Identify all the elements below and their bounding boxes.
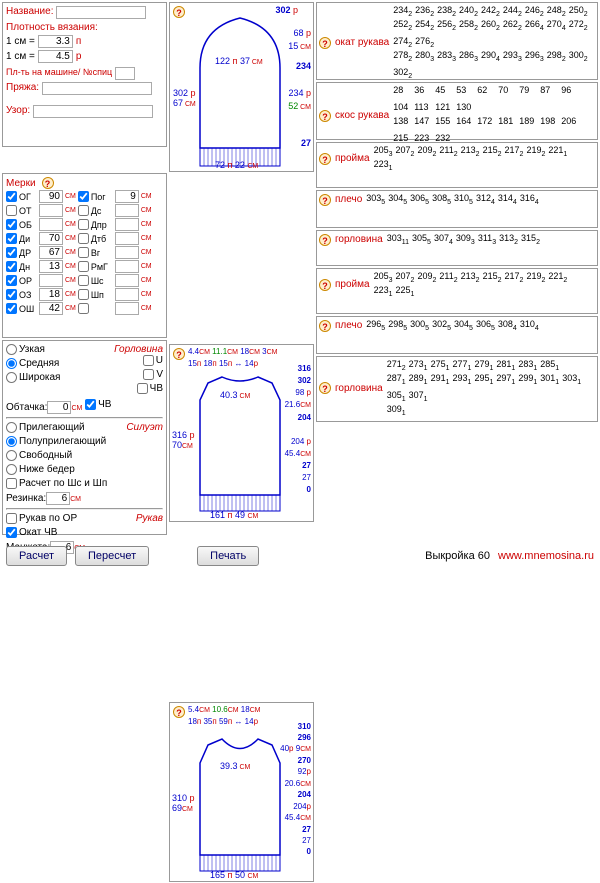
merki-val[interactable] [39, 274, 63, 287]
merki-val2[interactable] [115, 232, 139, 245]
rez-input[interactable] [46, 492, 70, 505]
merki-chk2[interactable] [78, 219, 89, 230]
neck-radio[interactable] [6, 358, 17, 369]
merki-chk[interactable] [6, 233, 17, 244]
merki-val2[interactable] [115, 274, 139, 287]
neck-radio[interactable] [6, 344, 17, 355]
table-title: окат рукава [335, 37, 389, 48]
merki-chk[interactable] [6, 261, 17, 272]
sleeve-diagram: ? 302 р 122 п 37 СМ 68 р 15 СМ 234 234 р… [169, 2, 314, 172]
back-diagram: ? 4.4СМ 11.1СМ 18СМ 3СМ 15п 18п 15п ↔ 14… [169, 344, 314, 522]
print-button[interactable]: Печать [197, 546, 259, 566]
merki-val2[interactable] [115, 204, 139, 217]
help-icon[interactable]: ? [319, 194, 331, 206]
merki-val2[interactable] [115, 190, 139, 203]
density-label: Плотность вязания: [6, 22, 163, 33]
sil-radio[interactable] [6, 436, 17, 447]
calc-button[interactable]: Расчет [6, 546, 67, 566]
merki-chk2[interactable] [78, 191, 89, 202]
merki-val2[interactable] [115, 246, 139, 259]
cm1-label: 1 см = [6, 36, 35, 47]
merki-chk[interactable] [6, 219, 17, 230]
front-diagram: ? 5.4СМ 10.6СМ 18СМ 18п 35п 59п ↔ 14р 39… [169, 702, 314, 882]
help-icon[interactable]: ? [319, 320, 331, 332]
help-icon[interactable]: ? [319, 110, 331, 122]
table-title: пройма [335, 153, 370, 164]
merki-chk[interactable] [6, 205, 17, 216]
help-icon[interactable]: ? [319, 153, 331, 165]
table-title: плечо [335, 320, 362, 331]
merki-chk2[interactable] [78, 205, 89, 216]
neck-type[interactable] [137, 383, 148, 394]
neck-type[interactable] [143, 355, 154, 366]
recalc-button[interactable]: Пересчет [75, 546, 149, 566]
merki-title: Мерки [6, 178, 36, 189]
merki-chk[interactable] [6, 191, 17, 202]
version: Выкройка 60 [425, 550, 490, 562]
merki-val[interactable] [39, 190, 63, 203]
merki-chk[interactable] [6, 275, 17, 286]
pattern-input[interactable] [33, 105, 153, 118]
yarn-input[interactable] [42, 82, 152, 95]
machine-input[interactable] [115, 67, 135, 80]
okat-chk[interactable] [6, 527, 17, 538]
chv-chk[interactable] [85, 399, 96, 410]
cm2-label: 1 см = [6, 51, 35, 62]
merki-chk2[interactable] [78, 247, 89, 258]
merki-val2[interactable] [115, 260, 139, 273]
rasch-chk[interactable] [6, 478, 17, 489]
neck-type[interactable] [143, 369, 154, 380]
merki-val2[interactable] [115, 218, 139, 231]
sil-radio[interactable] [6, 464, 17, 475]
merki-chk2[interactable] [78, 233, 89, 244]
merki-chk[interactable] [6, 303, 17, 314]
merki-chk2[interactable] [78, 289, 89, 300]
yarn-label: Пряжа: [6, 82, 39, 95]
merki-val[interactable] [39, 204, 63, 217]
help-icon[interactable]: ? [319, 234, 331, 246]
unit-r: р [76, 51, 82, 62]
help-icon[interactable]: ? [319, 382, 331, 394]
unit-p: п [76, 36, 81, 47]
merki-chk[interactable] [6, 247, 17, 258]
table-title: горловина [335, 383, 383, 394]
merki-val[interactable] [39, 232, 63, 245]
help-icon[interactable]: ? [319, 279, 331, 291]
machine-label: Пл-ть на машине/ №спиц [6, 67, 112, 80]
merki-chk2[interactable] [78, 275, 89, 286]
merki-val[interactable] [39, 288, 63, 301]
merki-val[interactable] [39, 246, 63, 259]
table-title: плечо [335, 194, 362, 205]
merki-val[interactable] [39, 302, 63, 315]
name-label: Название: [6, 6, 53, 19]
pattern-label: Узор: [6, 105, 30, 118]
obt-input[interactable] [47, 401, 71, 414]
rukor-chk[interactable] [6, 513, 17, 524]
table-title: пройма [335, 279, 370, 290]
help-icon[interactable]: ? [319, 37, 331, 49]
sil-radio[interactable] [6, 450, 17, 461]
merki-chk2[interactable] [78, 303, 89, 314]
density-p[interactable] [38, 35, 73, 48]
merki-val2[interactable] [115, 302, 139, 315]
neck-radio[interactable] [6, 372, 17, 383]
merki-val2[interactable] [115, 288, 139, 301]
merki-val[interactable] [39, 260, 63, 273]
merki-chk[interactable] [6, 289, 17, 300]
site-link[interactable]: www.mnemosina.ru [498, 550, 594, 562]
table-title: горловина [335, 234, 383, 245]
density-r[interactable] [38, 50, 73, 63]
table-title: скос рукава [335, 110, 389, 121]
help-icon[interactable]: ? [42, 177, 54, 189]
name-input[interactable] [56, 6, 146, 19]
merki-val[interactable] [39, 218, 63, 231]
sil-radio[interactable] [6, 422, 17, 433]
merki-chk2[interactable] [78, 261, 89, 272]
